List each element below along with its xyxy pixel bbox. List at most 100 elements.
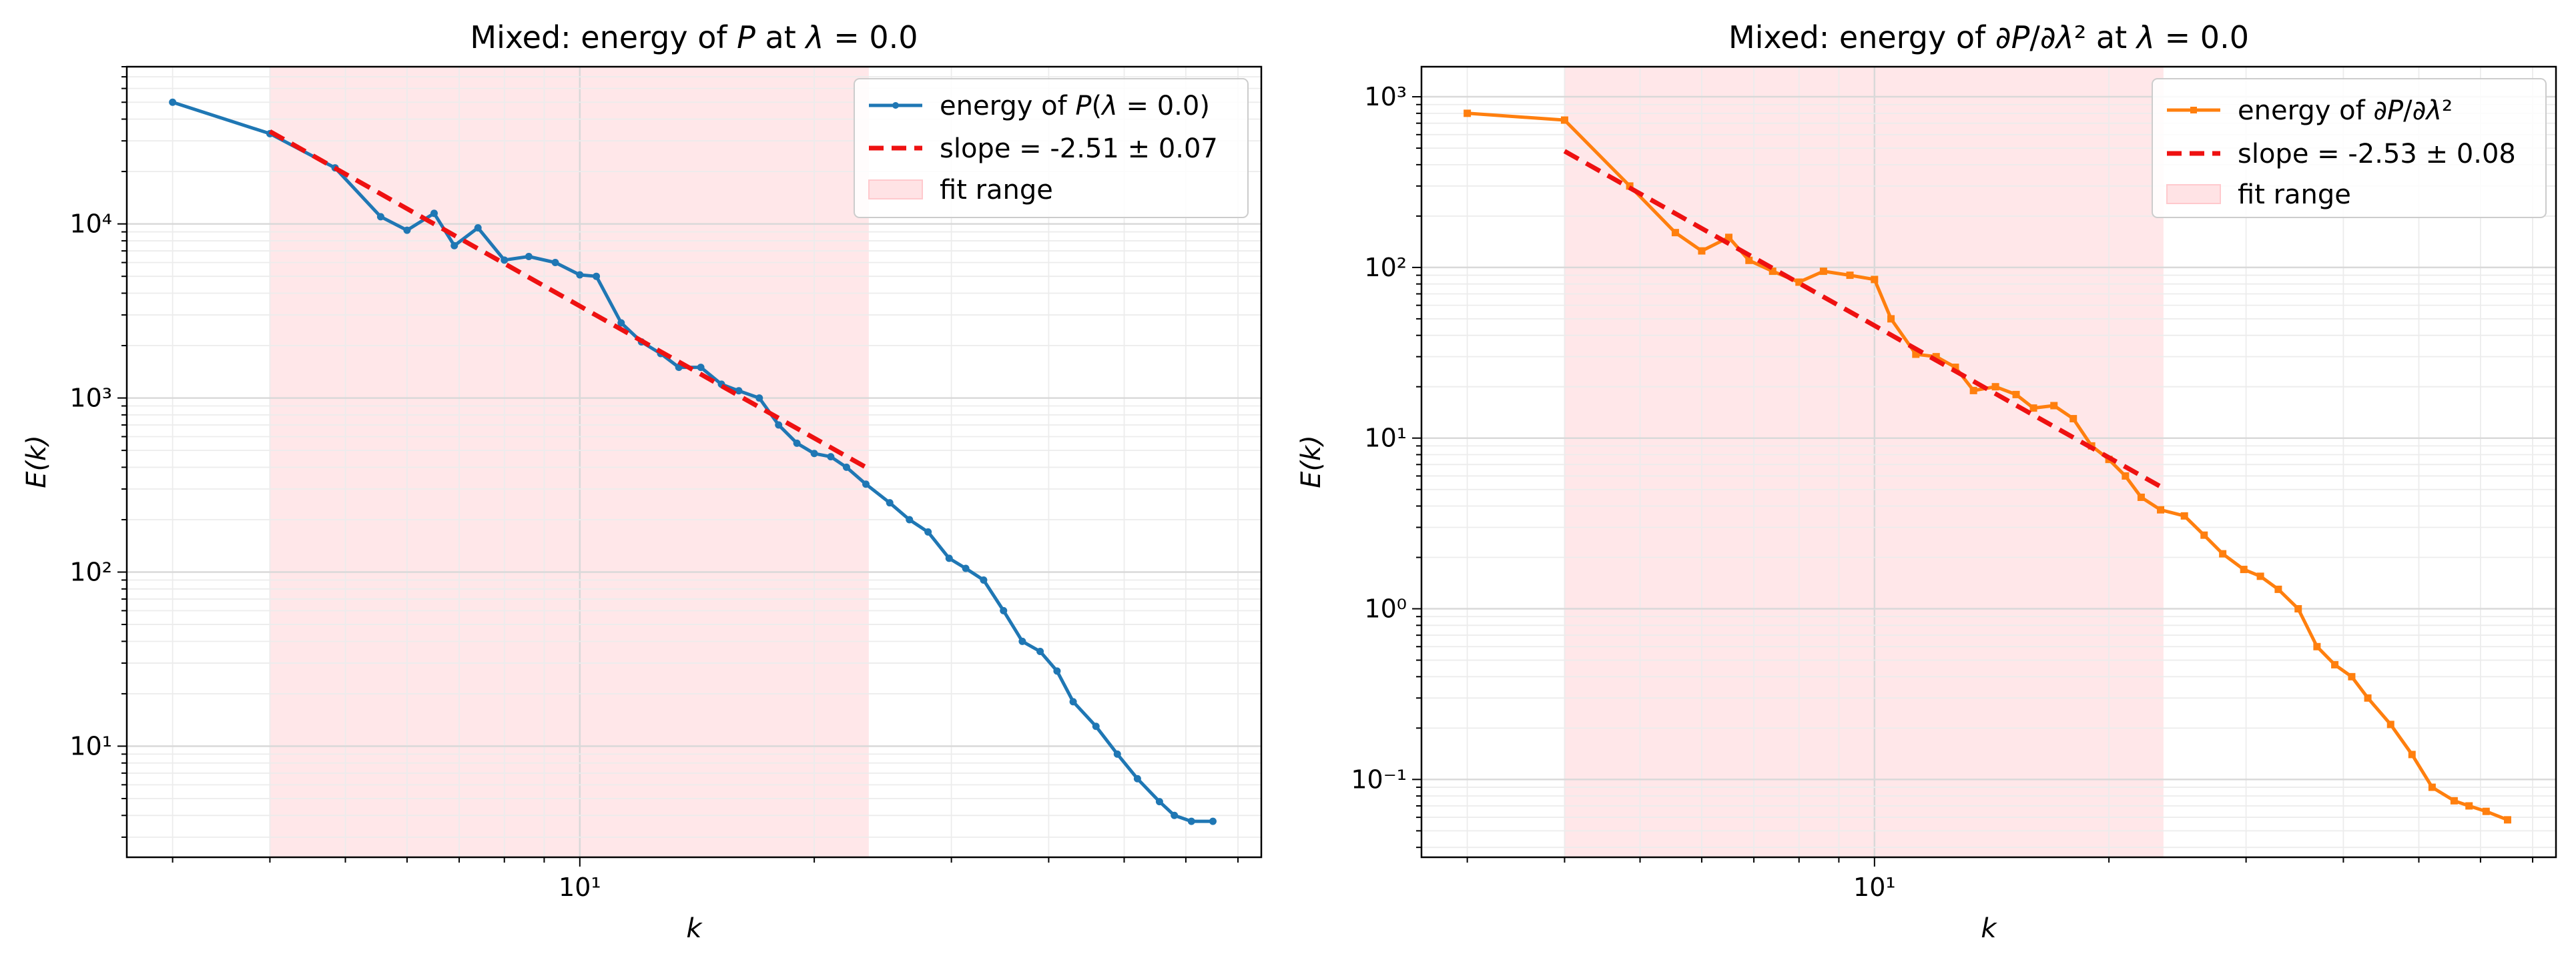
data-point [1951, 364, 1959, 372]
grid-lines [127, 66, 1261, 857]
y-tick-label: 10² [1364, 253, 1407, 282]
data-point [593, 272, 601, 280]
data-point [906, 516, 914, 524]
data-point [430, 209, 438, 217]
data-point [1187, 817, 1195, 825]
data-point [2482, 807, 2490, 815]
data-point [2428, 783, 2436, 791]
legend-label: slope = -2.51 ± 0.07 [940, 133, 1218, 164]
y-tick-label: 10¹ [1364, 424, 1407, 453]
data-point [1464, 109, 1472, 117]
data-point [735, 387, 743, 395]
data-point [810, 450, 818, 458]
data-point [886, 499, 894, 507]
x-tick-label: 10¹ [559, 873, 601, 902]
y-tick-label: 10³ [69, 384, 112, 413]
data-point [1725, 233, 1733, 242]
legend-patch-swatch [868, 179, 923, 199]
data-point [2348, 672, 2356, 680]
data-point [403, 226, 411, 234]
data-point [2180, 512, 2188, 520]
data-point [501, 256, 509, 264]
data-point [2386, 720, 2394, 729]
legend-patch-swatch [2166, 184, 2221, 204]
legend-label: energy of ∂P/∂λ² [2238, 95, 2453, 126]
data-point [1991, 383, 1999, 391]
data-point [842, 463, 850, 471]
data-point [2256, 572, 2264, 580]
data-point [1745, 256, 1753, 264]
y-tick-label: 10¹ [69, 731, 112, 761]
data-point [1113, 750, 1121, 758]
data-point [1069, 698, 1077, 706]
data-point [1018, 637, 1026, 645]
data-point [1846, 272, 1854, 280]
data-point [1560, 116, 1568, 124]
legend-box [2152, 78, 2547, 218]
data-point [827, 453, 835, 461]
data-point [2294, 605, 2302, 613]
axis-ticks: 10¹ 10² 10³ 10⁴ 10¹ [69, 66, 1239, 902]
series-lines [169, 98, 1217, 825]
y-tick-label: 10⁰ [1364, 594, 1407, 624]
data-point [576, 271, 584, 279]
data-point [2465, 802, 2473, 810]
x-axis-label: k [1981, 913, 1997, 944]
chart-title: Mixed: energy of ∂P/∂λ² at λ = 0.0 [1728, 19, 2249, 55]
data-point [755, 394, 763, 402]
plot-frame [1420, 65, 2557, 859]
data-point [450, 242, 458, 250]
data-point [2331, 660, 2339, 668]
data-point [1626, 182, 1634, 190]
data-point [2313, 642, 2321, 650]
x-axis-label: k [686, 913, 703, 944]
data-point [2219, 550, 2227, 558]
data-point [697, 364, 705, 372]
data-point [1819, 268, 1827, 276]
data-point [169, 98, 177, 106]
legend-marker-swatch [2190, 107, 2197, 113]
data-point [2050, 402, 2058, 410]
grid-lines [1421, 67, 2556, 857]
legend-box [854, 78, 1249, 218]
data-point [980, 576, 988, 584]
y-tick-label: 10⁻¹ [1351, 765, 1407, 794]
axis-ticks: 10⁻¹ 10⁰ 10¹ 10² 10³ 10¹ [1351, 82, 2534, 902]
data-point [2364, 694, 2372, 702]
data-point [2069, 415, 2077, 423]
legend: energy of ∂P/∂λ² slope = -2.53 ± 0.08 fi… [2152, 78, 2547, 218]
data-point [551, 259, 559, 267]
data-point [1000, 606, 1008, 614]
data-point [2450, 797, 2458, 805]
data-point [1768, 268, 1777, 276]
data-point [1932, 353, 1940, 361]
data-point [775, 421, 783, 429]
series-lines [1464, 109, 2511, 824]
chart-title: Mixed: energy of P at λ = 0.0 [470, 19, 918, 55]
data-point [1887, 315, 1895, 323]
data-point [793, 439, 801, 447]
data-point [1171, 811, 1179, 819]
data-point [1912, 350, 1920, 358]
legend-label: fit range [2238, 179, 2351, 210]
data-point [474, 223, 482, 231]
fit-line [268, 129, 868, 470]
y-tick-label: 10² [69, 558, 112, 587]
legend-label: energy of P(λ = 0.0) [940, 91, 1210, 121]
data-point [617, 319, 625, 327]
data-point [2029, 404, 2037, 412]
plot-frame [125, 65, 1263, 859]
data-point [2122, 472, 2130, 480]
data-point [1871, 276, 1879, 284]
legend: energy of P(λ = 0.0) slope = -2.51 ± 0.0… [854, 78, 1249, 218]
data-point [962, 564, 970, 572]
data-point [2240, 566, 2248, 574]
data-point [1209, 817, 1217, 825]
data-point [2274, 585, 2282, 593]
fit-range-band [270, 67, 869, 857]
data-point [1092, 722, 1100, 731]
y-tick-label: 10³ [1364, 82, 1407, 111]
data-point [376, 213, 384, 221]
data-point [862, 480, 870, 488]
data-point [1053, 667, 1061, 675]
